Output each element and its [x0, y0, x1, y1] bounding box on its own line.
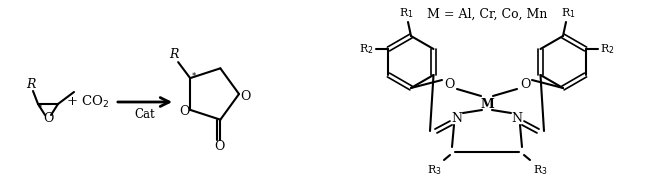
Text: O: O — [444, 78, 454, 90]
Text: N: N — [511, 112, 523, 124]
Text: R$_3$: R$_3$ — [533, 163, 547, 177]
Text: R$_1$: R$_1$ — [561, 6, 576, 20]
Text: O: O — [520, 78, 530, 90]
Text: O: O — [179, 105, 190, 118]
Text: Cat: Cat — [135, 108, 155, 122]
Text: M = Al, Cr, Co, Mn: M = Al, Cr, Co, Mn — [427, 7, 547, 21]
Text: M: M — [480, 98, 494, 111]
Text: O: O — [43, 113, 53, 126]
Text: *: * — [38, 103, 42, 113]
Text: + CO$_2$: + CO$_2$ — [66, 94, 110, 110]
Text: R$_3$: R$_3$ — [427, 163, 442, 177]
Text: O: O — [240, 89, 250, 103]
Text: *: * — [192, 72, 196, 81]
Text: O: O — [214, 140, 224, 153]
Text: R: R — [170, 48, 179, 61]
Text: R$_2$: R$_2$ — [359, 42, 374, 56]
Text: R: R — [26, 78, 36, 90]
Text: R$_2$: R$_2$ — [600, 42, 615, 56]
Text: N: N — [452, 112, 462, 124]
Text: R$_1$: R$_1$ — [399, 6, 413, 20]
